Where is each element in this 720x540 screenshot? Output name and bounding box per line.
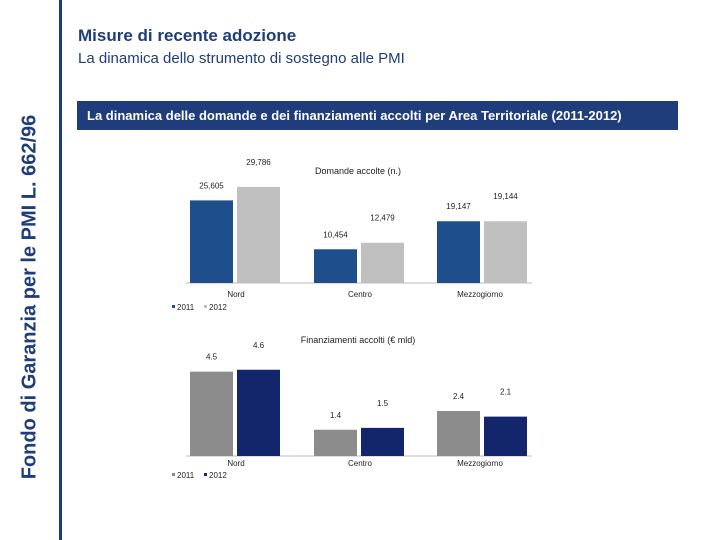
- bar-2012-nord: [237, 369, 280, 456]
- category-label: Nord: [227, 459, 244, 468]
- chart-title: Domande accolte (n.): [315, 166, 401, 176]
- legend-swatch-2011: [172, 305, 175, 308]
- chart-banner: La dinamica delle domande e dei finanzia…: [77, 101, 678, 130]
- legend-swatch-2011: [172, 473, 175, 476]
- data-label: 4.6: [253, 341, 265, 350]
- legend-label-2011: 2011: [177, 471, 195, 480]
- data-label: 25,605: [199, 181, 224, 190]
- bar-2011-nord: [190, 200, 233, 283]
- sidebar-band: [0, 0, 60, 540]
- bar-2012-centro: [361, 427, 404, 456]
- data-label: 29,786: [246, 158, 271, 167]
- category-label: Centro: [348, 459, 373, 468]
- chart-title: Finanziamenti accolti (€ mld): [301, 335, 416, 345]
- category-label: Nord: [227, 290, 244, 299]
- data-label: 1.5: [377, 399, 389, 408]
- legend-swatch-2012: [204, 473, 207, 476]
- page-subtitle: La dinamica dello strumento di sostegno …: [78, 50, 405, 67]
- bar-2012-centro: [361, 242, 404, 283]
- data-label: 4.5: [206, 353, 218, 362]
- legend-label-2012: 2012: [209, 471, 227, 480]
- data-label: 2.4: [453, 392, 465, 401]
- data-label: 19,144: [493, 192, 518, 201]
- bar-2011-centro: [314, 249, 357, 283]
- bar-2011-mezzogiorno: [437, 221, 480, 283]
- bar-2011-centro: [314, 429, 357, 456]
- data-label: 1.4: [330, 411, 342, 420]
- category-label: Centro: [348, 290, 373, 299]
- bar-2011-nord: [190, 371, 233, 456]
- bar-2012-mezzogiorno: [484, 416, 527, 456]
- data-label: 10,454: [323, 230, 348, 239]
- bar-2012-mezzogiorno: [484, 221, 527, 283]
- legend-label-2011: 2011: [177, 303, 195, 312]
- legend-swatch-2012: [204, 305, 207, 308]
- bar-2012-nord: [237, 186, 280, 283]
- data-label: 19,147: [446, 202, 471, 211]
- data-label: 12,479: [370, 214, 395, 223]
- sidebar-divider: [59, 0, 62, 540]
- category-label: Mezzogiorno: [457, 290, 503, 299]
- data-label: 2.1: [500, 388, 512, 397]
- page-title: Misure di recente adozione: [78, 26, 297, 45]
- legend-label-2012: 2012: [209, 303, 227, 312]
- category-label: Mezzogiorno: [457, 459, 503, 468]
- bar-2011-mezzogiorno: [437, 411, 480, 456]
